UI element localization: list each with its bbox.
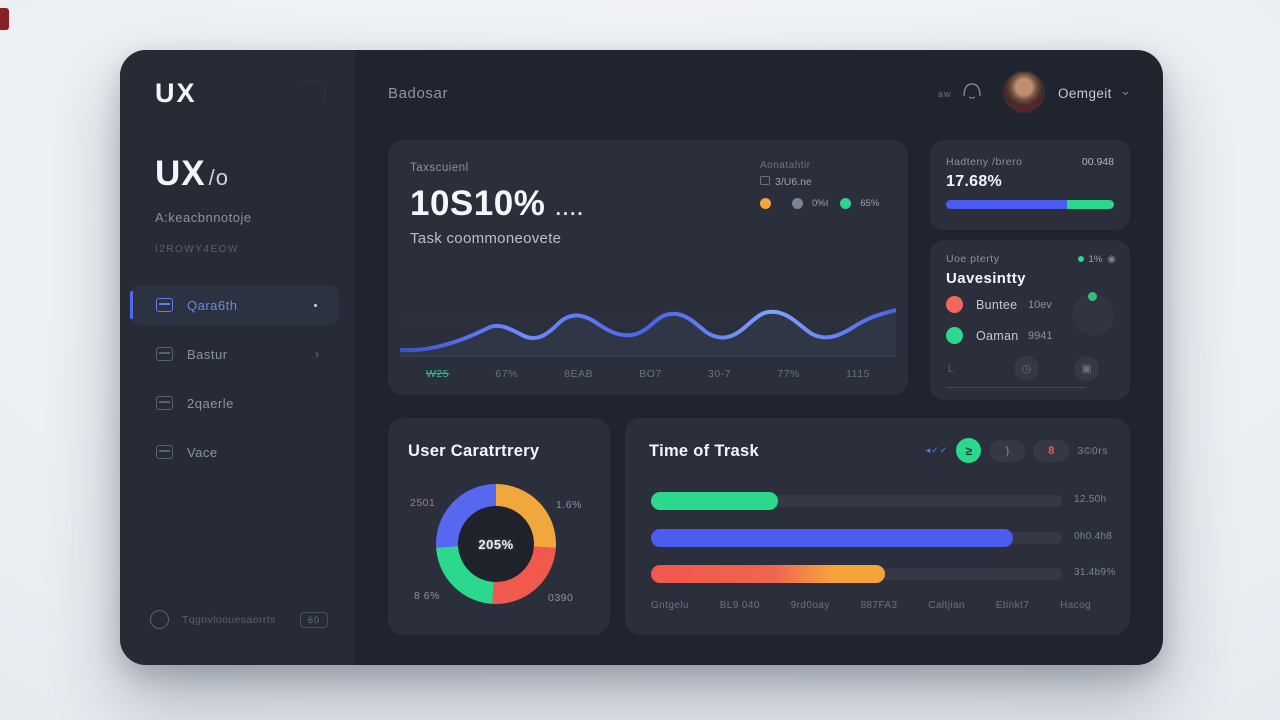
donut-hole: 205% — [458, 506, 534, 582]
sidebar: UX UX/o A:keacbnnotoje I2ROWY4EOW Qara6t… — [120, 50, 355, 665]
footer-label: L — [948, 364, 954, 375]
sidebar-item-vace[interactable]: Vace — [130, 432, 339, 472]
brand-title: UX/o — [155, 154, 229, 193]
progress-value: 17.68% — [946, 173, 1003, 190]
status-circle-icon — [150, 610, 169, 629]
tasks-line-chart — [400, 308, 896, 357]
tasks-overview-card: Taxscuienl 10S10% .... Task coommoneovet… — [388, 140, 908, 395]
tasks-chart-x-axis: W25 67% 8EAB BO7 30-7 77% 1115 — [426, 368, 870, 380]
users-card-title: Uavesintty — [946, 270, 1026, 287]
users-card-meta: 1% ◉ — [1077, 253, 1116, 265]
sidebar-item-dashboard[interactable]: Qara6th — [130, 285, 339, 325]
brand-caption: I2ROWY4EOW — [155, 244, 239, 255]
legend-dot-orange — [760, 198, 771, 209]
users-row-buntee: Buntee 10ev — [946, 296, 1052, 313]
alert-badge-icon[interactable]: 8 — [1033, 439, 1070, 462]
progress-card-label: Hadteny /brero — [946, 156, 1023, 168]
tasks-card-aside: Aonatahtir 3/U6.ne — [760, 160, 890, 188]
task-bar-blue — [651, 529, 1013, 547]
notification-icon[interactable] — [960, 79, 984, 103]
progress-card-meta: 00.948 — [1081, 156, 1114, 168]
active-indicator-dot — [314, 303, 317, 307]
moon-toggle-icon[interactable]: ) — [989, 439, 1026, 462]
dashboard-icon — [156, 298, 173, 312]
tasks-chart-legend: 0%I 65% — [760, 198, 882, 209]
folder-icon — [156, 347, 173, 361]
chevron-right-icon: › — [315, 347, 319, 361]
green-dot-marker — [1088, 292, 1097, 301]
task-bar-value-3: 31.4b9% — [1074, 567, 1116, 578]
tasks-card-label: Taxscuienl — [410, 162, 469, 174]
task-bar-gradient — [651, 565, 886, 583]
sidebar-footer-item[interactable]: Tqgnvloouesaorrts 60 — [150, 610, 329, 629]
arrows-icon[interactable]: ◂✓✓ — [925, 445, 949, 455]
green-dot — [946, 327, 963, 344]
ghost-button-refresh[interactable]: ◷ — [1014, 356, 1039, 381]
tasks-completion-value: 10S10% .... — [410, 184, 585, 223]
sidebar-item-bastur[interactable]: Bastur › — [130, 334, 339, 374]
user-name[interactable]: Oemgeit — [1058, 86, 1112, 101]
task-bar-track-3 — [651, 565, 1062, 583]
bars-card-meta: 3©0rs — [1077, 444, 1108, 457]
task-bar-value-1: 12.50h — [1074, 494, 1107, 505]
task-bar-value-2: 0h0.4h8 — [1074, 531, 1113, 542]
coral-dot — [946, 296, 963, 313]
screen-edge-mark — [0, 8, 9, 30]
progress-segment-green — [1066, 200, 1114, 209]
progress-summary-card: Hadteny /brero 00.948 17.68% — [930, 140, 1130, 230]
app-window: UX UX/o A:keacbnnotoje I2ROWY4EOW Qara6t… — [120, 50, 1163, 665]
bars-card-toolbar: ◂✓✓ ≥ ) 8 3©0rs — [926, 438, 1108, 463]
donut-center-value: 205% — [478, 536, 514, 552]
ghost-circle-decoration — [1072, 292, 1114, 336]
tasks-card-subtitle: Task coommoneovete — [410, 230, 562, 247]
document-icon — [156, 396, 173, 410]
donut-label-bottom-left: 8 6% — [414, 590, 440, 602]
divider — [946, 387, 1086, 388]
layers-icon — [156, 445, 173, 459]
task-bar-green — [651, 492, 779, 510]
bars-x-axis: Gntgelu BL9 040 9rd0oay 887FA3 Caltjian … — [651, 600, 1091, 611]
logo-arc-decoration — [298, 80, 326, 108]
app-logo: UX — [155, 78, 197, 108]
donut-label-bottom-right: 0390 — [548, 592, 574, 604]
users-row-oaman: Oaman 9941 — [946, 327, 1052, 344]
user-avatar[interactable] — [1004, 72, 1044, 112]
chevron-down-icon[interactable]: ⌄ — [1120, 83, 1131, 98]
sidebar-item-2qaerle[interactable]: 2qaerle — [130, 383, 339, 423]
brand-subtitle: A:keacbnnotoje — [155, 210, 252, 225]
eye-icon[interactable]: ◉ — [1107, 253, 1116, 265]
progress-segment-blue — [946, 200, 1067, 209]
donut-label-top-right: 1.6% — [556, 499, 582, 511]
legend-dot-green — [840, 198, 852, 209]
donut-label-top-left: 2501 — [410, 497, 436, 509]
user-category-card: User Caratrtrery 205% 2501 1.6% 8 6% 039… — [388, 418, 610, 635]
green-status-dot — [1077, 256, 1084, 262]
play-badge-icon[interactable]: ≥ — [956, 438, 982, 463]
task-bar-track-2 — [651, 529, 1062, 547]
legend-dot-gray — [792, 198, 803, 209]
progress-bar — [946, 200, 1114, 209]
task-bar-track-1 — [651, 492, 1062, 510]
page-title: Badosar — [388, 85, 449, 102]
time-of-task-card: Time of Trask ◂✓✓ ≥ ) 8 3©0rs 12.50h 0h0… — [625, 418, 1130, 635]
users-card-footer: L ◷ ▣ — [946, 356, 1114, 382]
sidebar-nav: Qara6th Bastur › 2qaerle Vace — [120, 280, 355, 481]
donut-card-title: User Caratrtrery — [408, 442, 540, 460]
users-stats-card: Uoe pterty 1% ◉ Uavesintty Buntee 10ev O… — [930, 240, 1130, 400]
footer-badge: 60 — [300, 611, 329, 628]
users-card-label: Uoe pterty — [946, 253, 1000, 265]
bars-card-title: Time of Trask — [649, 442, 759, 460]
header-meta-text: aw — [938, 89, 952, 99]
ghost-button-grid[interactable]: ▣ — [1074, 356, 1099, 381]
